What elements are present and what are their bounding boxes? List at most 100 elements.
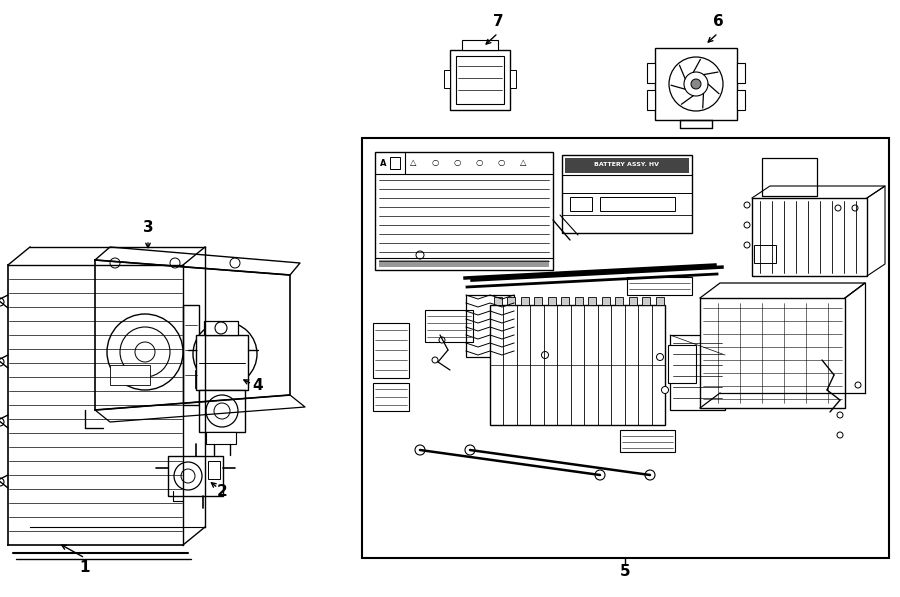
Text: BATTERY ASSY. HV: BATTERY ASSY. HV <box>595 162 660 168</box>
Circle shape <box>669 57 723 111</box>
Text: △: △ <box>410 158 416 168</box>
Circle shape <box>193 322 257 386</box>
Circle shape <box>205 334 245 374</box>
Bar <box>204 321 238 335</box>
Bar <box>548 297 556 305</box>
Text: ○: ○ <box>431 158 438 168</box>
Circle shape <box>837 432 843 438</box>
Circle shape <box>777 381 784 389</box>
Circle shape <box>465 445 475 455</box>
Bar <box>575 297 583 305</box>
Circle shape <box>839 352 845 359</box>
Circle shape <box>744 242 750 248</box>
Bar <box>110 365 150 385</box>
Bar <box>362 138 889 558</box>
Bar <box>700 298 845 408</box>
Circle shape <box>595 470 605 480</box>
Bar <box>206 432 236 444</box>
Bar <box>570 197 592 211</box>
Circle shape <box>206 395 238 427</box>
Circle shape <box>214 403 230 419</box>
Circle shape <box>684 72 708 96</box>
Bar <box>647 90 655 110</box>
Bar <box>521 297 529 305</box>
Circle shape <box>0 358 4 366</box>
Bar <box>535 297 543 305</box>
Circle shape <box>415 445 425 455</box>
Bar <box>425 310 473 342</box>
Circle shape <box>744 202 750 208</box>
Bar <box>754 245 776 263</box>
Bar <box>456 56 504 104</box>
Circle shape <box>837 412 843 418</box>
Bar <box>737 90 745 110</box>
Bar <box>508 297 516 305</box>
Text: 2: 2 <box>217 485 228 500</box>
Bar <box>655 48 737 120</box>
Bar <box>628 297 636 305</box>
Text: 5: 5 <box>620 565 630 580</box>
Bar <box>762 158 817 196</box>
Text: ○: ○ <box>498 158 505 168</box>
Text: ○: ○ <box>454 158 461 168</box>
Bar <box>565 158 689 173</box>
Circle shape <box>432 357 438 363</box>
Circle shape <box>170 258 180 268</box>
Text: 3: 3 <box>143 220 153 235</box>
Bar <box>620 430 675 452</box>
Bar <box>562 297 570 305</box>
Bar <box>462 40 498 50</box>
Bar <box>627 277 692 295</box>
Bar <box>589 297 596 305</box>
Bar <box>195 370 230 388</box>
Circle shape <box>0 478 4 486</box>
Bar <box>208 461 220 479</box>
Circle shape <box>120 327 170 377</box>
Circle shape <box>416 251 424 259</box>
Bar <box>375 152 553 270</box>
Bar <box>466 295 514 357</box>
Circle shape <box>174 462 202 490</box>
Bar <box>670 335 725 410</box>
Circle shape <box>855 382 861 388</box>
Circle shape <box>808 337 815 343</box>
Text: A: A <box>380 158 386 168</box>
Circle shape <box>135 342 155 362</box>
Bar <box>616 297 623 305</box>
Circle shape <box>662 386 669 393</box>
Text: ○: ○ <box>475 158 482 168</box>
Circle shape <box>215 322 227 334</box>
Bar <box>168 456 223 496</box>
Circle shape <box>656 353 663 361</box>
Bar <box>373 383 409 411</box>
Bar <box>183 305 199 405</box>
Bar <box>668 345 696 383</box>
Bar <box>450 50 510 110</box>
Circle shape <box>181 469 195 483</box>
Bar <box>379 260 549 267</box>
Circle shape <box>835 205 841 211</box>
Circle shape <box>217 346 233 362</box>
Bar <box>647 63 655 83</box>
Circle shape <box>744 222 750 228</box>
Circle shape <box>0 298 4 306</box>
Bar <box>199 390 245 432</box>
Bar <box>642 297 650 305</box>
Text: 7: 7 <box>492 14 503 29</box>
Bar <box>510 70 516 88</box>
Circle shape <box>542 352 548 359</box>
Bar <box>196 335 248 390</box>
Circle shape <box>230 258 240 268</box>
Bar <box>494 297 502 305</box>
Circle shape <box>110 258 120 268</box>
Bar <box>373 323 409 378</box>
Circle shape <box>645 470 655 480</box>
Circle shape <box>439 337 445 343</box>
Text: △: △ <box>520 158 526 168</box>
Circle shape <box>691 79 701 89</box>
Bar <box>562 155 692 233</box>
Circle shape <box>852 205 858 211</box>
Bar <box>444 70 450 88</box>
Circle shape <box>107 314 183 390</box>
Text: 6: 6 <box>713 14 724 29</box>
